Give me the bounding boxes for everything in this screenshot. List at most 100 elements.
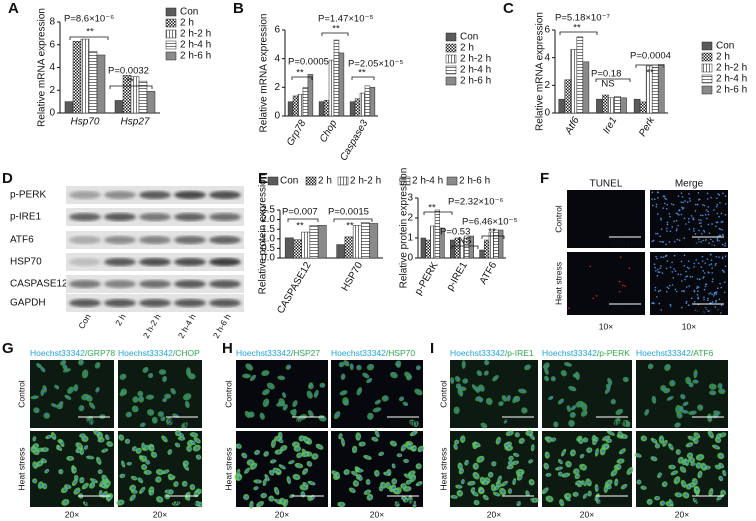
- nucleus: [340, 363, 344, 366]
- cell: [678, 209, 680, 212]
- nucleus: [175, 414, 178, 417]
- nucleus: [490, 473, 493, 476]
- nucleus: [455, 409, 459, 412]
- y-tick-label: 6: [544, 25, 550, 36]
- bar: [359, 92, 366, 117]
- cell: [694, 210, 697, 212]
- nucleus: [692, 463, 695, 466]
- nucleus: [407, 481, 411, 484]
- magnification: 20×: [580, 509, 594, 519]
- nucleus: [509, 432, 512, 435]
- nucleus: [33, 396, 37, 399]
- cell: [694, 203, 697, 206]
- nucleus: [146, 471, 150, 474]
- cell: [698, 229, 700, 232]
- cell: [713, 294, 715, 297]
- row-label: Control: [223, 380, 233, 408]
- x-tick-label: Ire1: [601, 115, 619, 135]
- scale-label: 200 μm: [598, 496, 627, 506]
- legend-label: 2 h-6 h: [716, 85, 747, 96]
- magnification: 20×: [487, 509, 501, 519]
- cell: [654, 286, 657, 289]
- nucleus: [664, 442, 667, 445]
- cell: [709, 292, 712, 294]
- annotation: **: [646, 68, 654, 79]
- cell: [708, 232, 711, 235]
- cell: [677, 273, 680, 276]
- nucleus: [131, 496, 135, 499]
- nucleus: [478, 371, 482, 375]
- nucleus: [718, 496, 722, 500]
- cell: [656, 257, 658, 260]
- nucleus: [521, 439, 524, 443]
- nucleus: [618, 410, 621, 414]
- nucleus: [550, 396, 553, 400]
- nucleus: [721, 390, 724, 393]
- cell: [656, 213, 659, 215]
- nucleus: [588, 448, 591, 452]
- nucleus: [196, 439, 199, 442]
- cell: [716, 212, 719, 215]
- nucleus: [407, 373, 410, 377]
- nucleus: [676, 423, 680, 427]
- nucleus: [84, 437, 87, 441]
- bar: [576, 36, 584, 114]
- blot-band: [69, 299, 101, 307]
- nucleus: [277, 469, 280, 473]
- nucleus: [161, 370, 165, 374]
- nucleus: [605, 436, 608, 440]
- nucleus: [606, 389, 610, 392]
- cell: [655, 255, 657, 258]
- cell: [697, 296, 699, 299]
- y-tick-label: 0.0: [261, 253, 275, 264]
- nucleus: [263, 494, 266, 497]
- nucleus: [505, 444, 509, 447]
- nucleus: [150, 491, 154, 495]
- nucleus: [376, 432, 379, 435]
- legend-swatch: [165, 18, 177, 28]
- cell: [715, 299, 717, 302]
- cell: [710, 259, 713, 261]
- cell: [719, 201, 721, 204]
- blot-band: [69, 258, 101, 266]
- cell: [659, 240, 661, 243]
- cell: [723, 281, 726, 283]
- nucleus: [484, 481, 487, 484]
- cell: [702, 214, 704, 217]
- nucleus: [265, 401, 268, 405]
- nucleus: [710, 491, 713, 494]
- nucleus: [38, 364, 41, 367]
- annotation: **: [296, 68, 304, 79]
- bar: [114, 100, 124, 114]
- nucleus: [560, 501, 564, 504]
- cell: [713, 244, 716, 247]
- cell: [685, 286, 688, 288]
- cell: [658, 271, 661, 273]
- nucleus: [386, 472, 389, 475]
- nucleus: [456, 377, 460, 381]
- cell: [710, 263, 713, 265]
- nucleus: [417, 366, 421, 369]
- annotation: P=8.6×10⁻⁶: [64, 14, 114, 25]
- nucleus: [358, 366, 361, 369]
- cell: [673, 268, 675, 270]
- cell: [685, 275, 687, 278]
- nucleus: [458, 485, 461, 488]
- blot-band: [139, 191, 171, 199]
- nucleus: [547, 473, 551, 477]
- nucleus: [677, 493, 681, 497]
- cell: [694, 309, 696, 311]
- stain: Hoechst33342: [331, 348, 386, 358]
- nucleus: [144, 368, 148, 372]
- nucleus: [638, 480, 641, 484]
- cell: [716, 197, 718, 200]
- annotation: P=2.32×10⁻⁶: [448, 197, 504, 208]
- legend-swatch: [337, 176, 349, 186]
- lane-label: Con: [76, 312, 93, 331]
- nucleus: [340, 503, 344, 506]
- nucleus: [196, 502, 200, 505]
- nucleus: [409, 498, 413, 501]
- nucleus: [33, 437, 37, 441]
- nucleus: [689, 454, 692, 457]
